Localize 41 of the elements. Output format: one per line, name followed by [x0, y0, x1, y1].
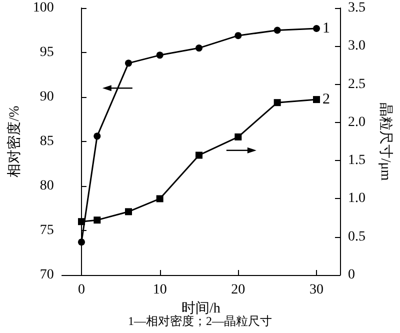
y2-tick-label: 3.0	[348, 38, 366, 54]
point	[234, 133, 242, 140]
x-axis-title: 时间/h	[182, 300, 220, 316]
point	[156, 52, 164, 59]
y2-tick-label: 3.5	[348, 0, 366, 16]
point	[124, 60, 132, 67]
y-tick-label: 100	[32, 0, 54, 16]
series-label: 1	[322, 20, 330, 36]
point	[78, 218, 85, 226]
y-axis-title: 相对密度/%	[6, 105, 22, 178]
point	[156, 195, 164, 202]
point	[234, 32, 242, 40]
text: 1—相对密度；2—晶粒尺寸	[128, 314, 272, 328]
point	[94, 216, 101, 224]
y2-tick-label: 1.0	[348, 191, 366, 206]
y-tick-label: 90	[40, 90, 54, 104]
point	[313, 24, 320, 32]
x-tick-label: 10	[152, 282, 167, 298]
y2-tick-label: 0	[348, 268, 355, 282]
series-label: 2	[322, 92, 330, 108]
point	[274, 26, 281, 34]
point	[196, 44, 202, 52]
x-tick-label: 30	[310, 282, 324, 298]
x-tick-label: 20	[231, 282, 246, 298]
y-tick-label: 95	[40, 45, 54, 60]
y2-tick-label: 2.0	[348, 114, 366, 130]
y2-axis-title: 晶粒尺寸/μm	[378, 102, 394, 181]
y2-tick-label: 1.5	[348, 153, 366, 168]
y2-tick-label: 2.5	[348, 76, 366, 92]
y-tick-label: 75	[40, 223, 54, 238]
point	[195, 152, 202, 159]
y2-tick-label: 0.5	[348, 229, 366, 244]
y-tick-label: 70	[40, 268, 54, 282]
point	[274, 99, 281, 106]
point	[313, 96, 320, 104]
point	[124, 208, 132, 216]
point	[78, 238, 85, 246]
y-tick-label: 85	[40, 134, 54, 149]
point	[94, 132, 101, 140]
y-tick-label: 80	[40, 178, 54, 194]
x-tick-label: 0	[78, 282, 85, 298]
